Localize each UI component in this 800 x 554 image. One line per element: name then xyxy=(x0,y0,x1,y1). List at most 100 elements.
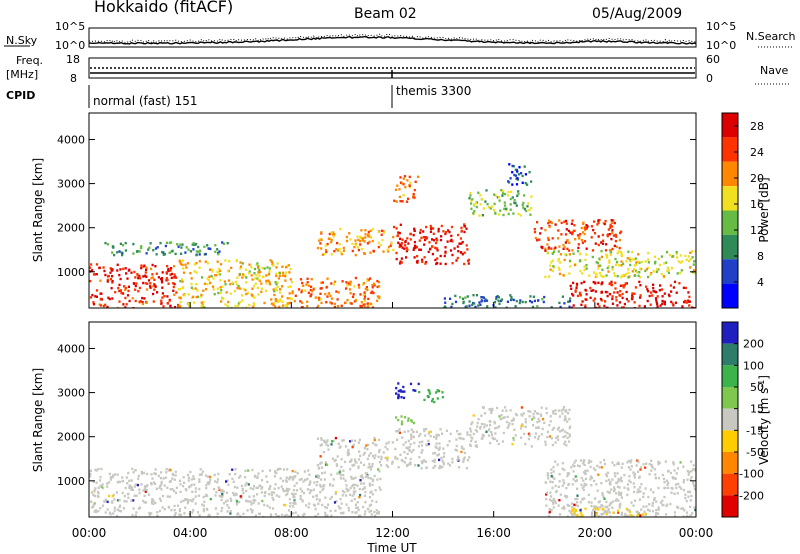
heatmap-cell xyxy=(559,305,562,308)
heatmap-cell xyxy=(689,258,692,261)
heatmap-cell xyxy=(368,462,371,466)
heatmap-cell xyxy=(294,294,297,297)
heatmap-cell xyxy=(168,480,171,483)
heatmap-cell xyxy=(679,261,682,264)
heatmap-cell xyxy=(401,436,404,439)
heatmap-cell xyxy=(466,259,470,262)
heatmap-cell xyxy=(682,515,685,517)
heatmap-cell xyxy=(551,486,554,490)
heatmap-cell xyxy=(597,281,600,284)
heatmap-cell xyxy=(441,465,444,469)
heatmap-cell xyxy=(352,293,355,296)
heatmap-cell xyxy=(600,274,603,277)
heatmap-cell xyxy=(425,427,428,431)
heatmap-cell xyxy=(589,296,592,299)
heatmap-cell xyxy=(675,486,678,490)
heatmap-cell xyxy=(493,427,497,430)
heatmap-cell xyxy=(231,468,234,471)
heatmap-cell xyxy=(291,512,295,515)
heatmap-cell xyxy=(374,514,377,517)
heatmap-cell xyxy=(299,487,302,490)
heatmap-cell xyxy=(606,471,609,474)
heatmap-cell xyxy=(581,300,584,303)
heatmap-cell xyxy=(197,295,200,298)
heatmap-cell xyxy=(359,293,362,296)
heatmap-cell xyxy=(433,451,437,455)
heatmap-cell xyxy=(496,295,499,298)
y-tick-label: 3000 xyxy=(57,178,85,191)
heatmap-cell xyxy=(152,292,155,296)
heatmap-cell xyxy=(571,292,574,296)
heatmap-cell xyxy=(341,439,344,442)
heatmap-cell xyxy=(647,261,650,264)
heatmap-cell xyxy=(152,499,155,503)
heatmap-cell xyxy=(524,300,527,304)
heatmap-cell xyxy=(145,268,148,271)
heatmap-cell xyxy=(408,449,411,452)
power-marks xyxy=(89,163,696,308)
heatmap-cell xyxy=(622,286,625,289)
heatmap-cell xyxy=(186,262,189,265)
heatmap-cell xyxy=(397,394,400,398)
heatmap-cell xyxy=(227,483,230,486)
heatmap-cell xyxy=(285,305,288,308)
heatmap-cell xyxy=(458,242,461,245)
heatmap-cell xyxy=(545,497,548,501)
heatmap-cell xyxy=(216,512,219,515)
heatmap-cell xyxy=(421,461,424,465)
heatmap-cell xyxy=(309,294,312,297)
heatmap-cell xyxy=(414,389,417,392)
heatmap-cell xyxy=(663,480,666,484)
heatmap-cell xyxy=(321,503,324,507)
heatmap-cell xyxy=(285,476,288,479)
freq-label: Freq. xyxy=(16,54,43,67)
heatmap-cell xyxy=(651,294,654,297)
heatmap-cell xyxy=(414,180,417,183)
heatmap-cell xyxy=(234,304,237,308)
heatmap-cell xyxy=(99,279,102,282)
heatmap-cell xyxy=(444,305,447,308)
heatmap-cell xyxy=(601,504,604,508)
heatmap-cell xyxy=(552,497,555,501)
y-tick-label: 1000 xyxy=(57,475,85,488)
heatmap-cell xyxy=(300,289,303,292)
heatmap-cell xyxy=(241,487,244,491)
heatmap-cell xyxy=(578,465,581,468)
heatmap-cell xyxy=(595,272,598,276)
heatmap-cell xyxy=(293,499,296,502)
heatmap-cell xyxy=(685,258,688,261)
heatmap-cell xyxy=(584,469,587,473)
heatmap-cell xyxy=(661,503,664,507)
heatmap-cell xyxy=(528,171,531,174)
heatmap-cell xyxy=(503,416,506,419)
heatmap-cell xyxy=(541,246,544,249)
heatmap-cell xyxy=(618,506,621,509)
heatmap-cell xyxy=(207,475,210,478)
heatmap-cell xyxy=(142,489,145,492)
heatmap-cell xyxy=(565,219,568,223)
heatmap-cell xyxy=(493,193,496,196)
heatmap-cell xyxy=(182,271,186,274)
heatmap-cell xyxy=(524,173,527,176)
heatmap-cell xyxy=(457,250,460,253)
heatmap-cell xyxy=(187,498,190,502)
heatmap-cell xyxy=(583,471,586,474)
heatmap-cell xyxy=(613,472,616,475)
heatmap-cell xyxy=(219,279,222,282)
heatmap-cell xyxy=(554,409,557,412)
heatmap-cell xyxy=(420,467,423,470)
heatmap-cell xyxy=(245,292,248,296)
heatmap-cell xyxy=(590,501,593,504)
heatmap-cell xyxy=(551,252,554,255)
heatmap-cell xyxy=(581,272,584,275)
heatmap-cell xyxy=(403,175,407,178)
heatmap-cell xyxy=(607,233,610,236)
heatmap-cell xyxy=(590,460,593,463)
heatmap-cell xyxy=(377,230,380,234)
heatmap-cell xyxy=(511,423,514,426)
cpid-mode-1: themis 3300 xyxy=(396,84,471,98)
heatmap-cell xyxy=(345,484,348,487)
heatmap-cell xyxy=(238,287,241,290)
heatmap-cell xyxy=(642,463,645,466)
heatmap-cell xyxy=(547,219,551,222)
